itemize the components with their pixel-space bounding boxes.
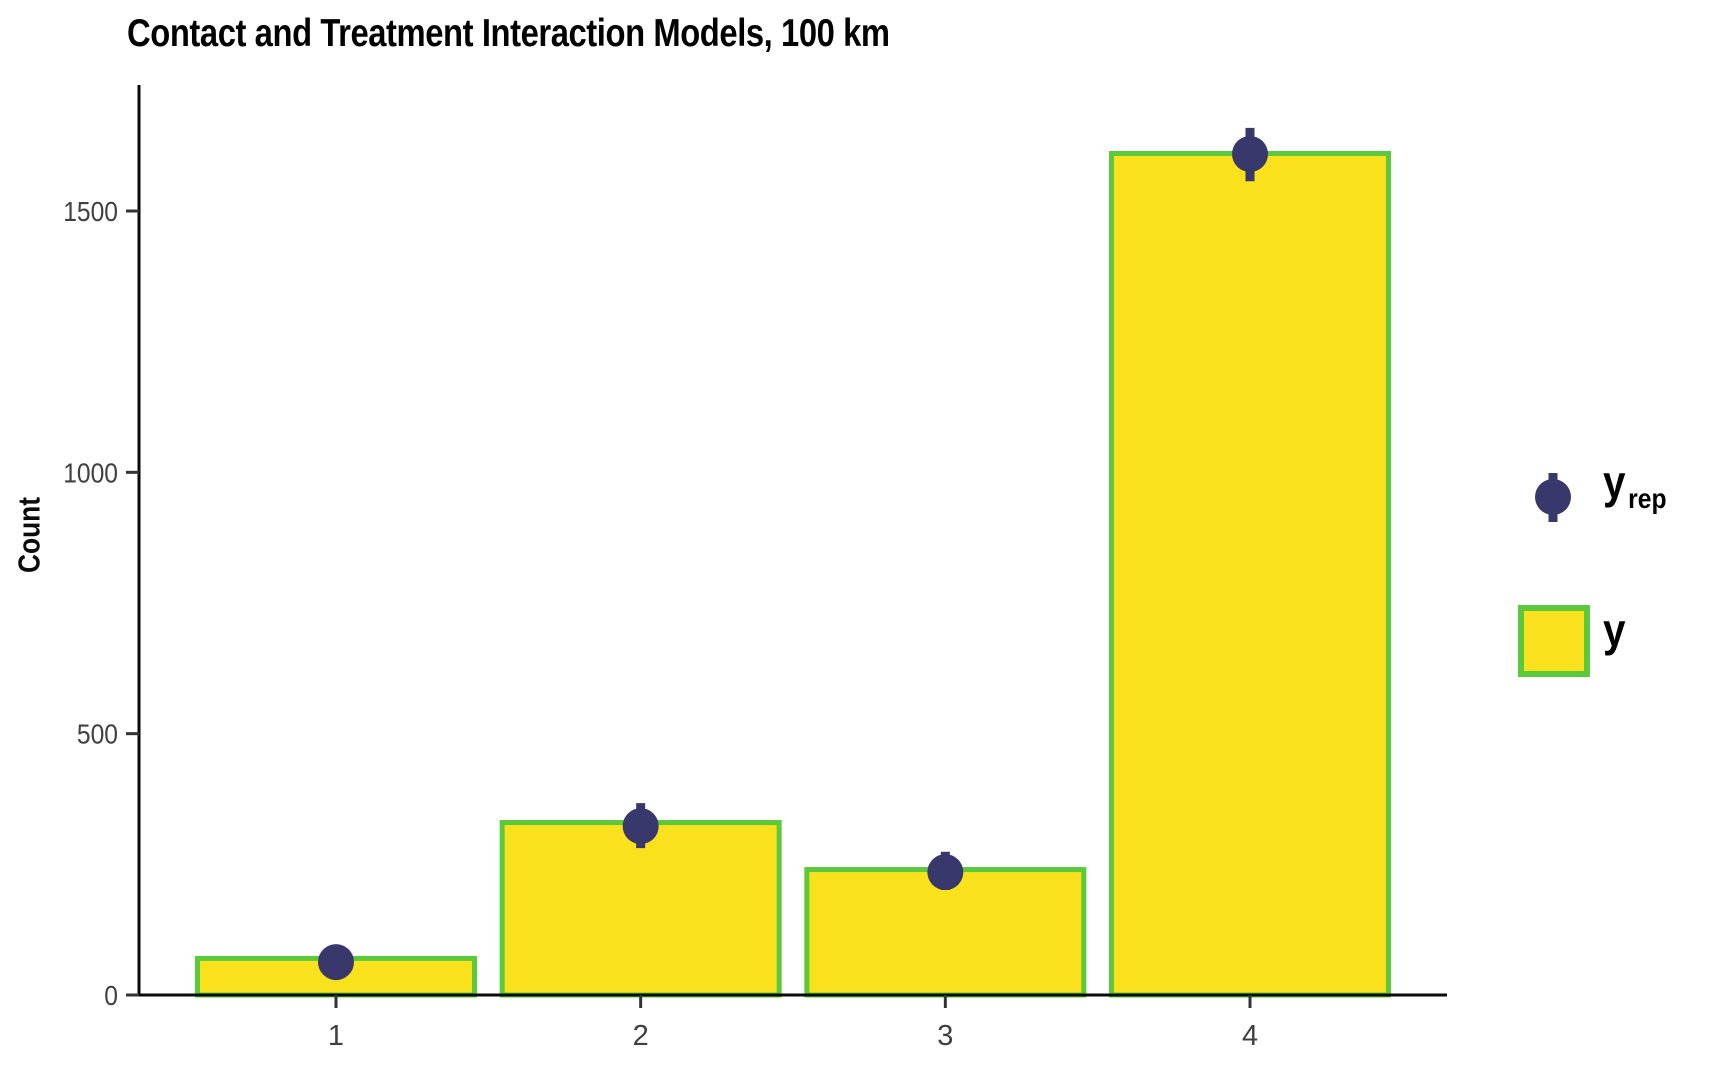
chart-title: Contact and Treatment Interaction Models… (127, 12, 890, 55)
legend-label-yrep: yrep (1603, 455, 1667, 515)
x-tick-label-2: 2 (633, 1020, 649, 1052)
x-tick-label-3: 3 (937, 1020, 953, 1052)
y-tick-label-500: 500 (77, 718, 118, 750)
x-tick-label-1: 1 (328, 1020, 344, 1052)
x-tick-label-4: 4 (1242, 1020, 1258, 1052)
y-tick-label-0: 0 (104, 980, 118, 1012)
bar-y-cat2 (499, 820, 782, 998)
legend-label-y-main: y (1603, 604, 1626, 656)
yrep-point-cat3 (927, 854, 964, 891)
legend-label-yrep-sub: rep (1628, 483, 1667, 514)
yrep-point-cat1 (318, 944, 354, 981)
legend-label-y: y (1603, 603, 1626, 657)
yrep-point-cat4 (1232, 136, 1269, 173)
legend-point-interval-marker (1535, 479, 1571, 515)
bar-y-cat4 (1109, 151, 1392, 998)
legend-label-yrep-main: y (1603, 456, 1626, 508)
y-tick-label-1000: 1000 (63, 457, 118, 489)
yrep-point-cat2 (622, 808, 659, 845)
legend-bar-swatch (1518, 605, 1590, 677)
y-tick-label-1500: 1500 (63, 196, 118, 228)
